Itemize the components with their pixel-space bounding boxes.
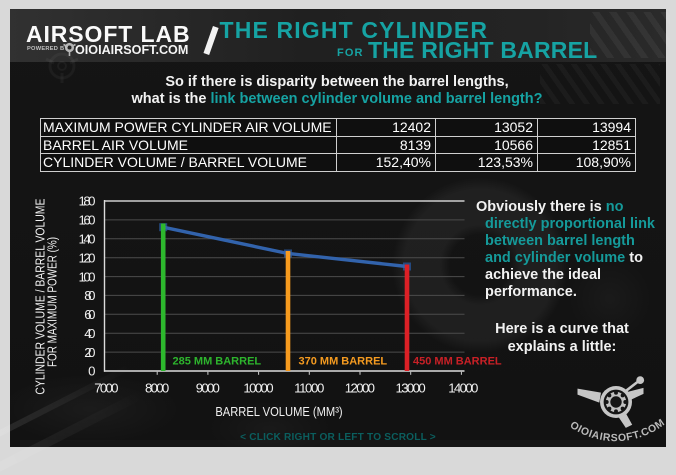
svg-text:11000: 11000 [294, 380, 324, 395]
svg-text:7000: 7000 [94, 380, 118, 395]
svg-text:450 MM BARREL: 450 MM BARREL [413, 356, 502, 368]
svg-text:CYLINDER VOLUME / BARREL VOLUM: CYLINDER VOLUME / BARREL VOLUME [33, 198, 48, 394]
svg-text:285 MM BARREL: 285 MM BARREL [173, 356, 262, 368]
svg-text:180: 180 [79, 194, 96, 209]
svg-text:FOR MAXIMUM POWER (%): FOR MAXIMUM POWER (%) [45, 237, 60, 367]
svg-text:10000: 10000 [243, 380, 273, 395]
svg-text:160: 160 [79, 213, 96, 228]
svg-text:120: 120 [79, 250, 96, 265]
svg-text:9000: 9000 [196, 380, 220, 395]
svg-text:60: 60 [84, 307, 95, 322]
svg-text:370 MM BARREL: 370 MM BARREL [299, 356, 388, 368]
svg-text:20: 20 [84, 345, 95, 360]
svg-text:14000: 14000 [448, 380, 478, 395]
svg-text:140: 140 [79, 232, 96, 247]
svg-text:12000: 12000 [345, 380, 375, 395]
svg-text:100: 100 [79, 269, 96, 284]
svg-text:13000: 13000 [396, 380, 426, 395]
svg-text:BARREL VOLUME (MM³): BARREL VOLUME (MM³) [215, 404, 342, 419]
svg-text:80: 80 [84, 288, 95, 303]
svg-text:40: 40 [84, 326, 95, 341]
svg-text:8000: 8000 [145, 380, 169, 395]
svg-text:0: 0 [88, 364, 95, 379]
